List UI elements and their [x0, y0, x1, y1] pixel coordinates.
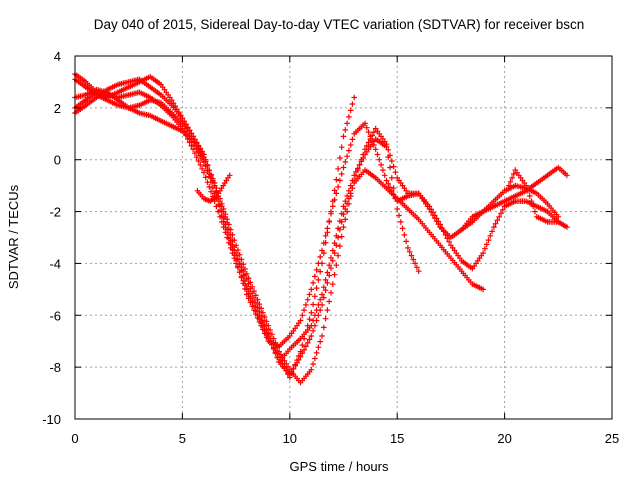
x-tick-label: 25	[605, 431, 619, 446]
series-points	[72, 89, 486, 378]
series-track-2	[72, 89, 486, 378]
series-points	[458, 164, 570, 233]
series-track-5	[72, 86, 357, 381]
series-points	[72, 76, 562, 386]
x-tick-label: 5	[179, 431, 186, 446]
y-tick-label: -4	[49, 256, 61, 271]
series-track-3	[72, 76, 562, 386]
series-track-8	[506, 167, 570, 230]
data-series	[72, 71, 570, 386]
x-axis-label: GPS time / hours	[290, 459, 389, 474]
series-track-7	[458, 164, 570, 233]
plot-frame	[74, 55, 613, 420]
y-tick-label: 0	[54, 153, 61, 168]
x-tick-label: 20	[497, 431, 511, 446]
y-tick-label: -10	[42, 412, 61, 427]
grid	[75, 56, 612, 419]
series-points	[72, 71, 422, 365]
x-tick-label: 0	[71, 431, 78, 446]
x-tick-label: 10	[283, 431, 297, 446]
y-axis-label: SDTVAR / TECUs	[6, 184, 21, 289]
series-track-6	[194, 172, 233, 204]
series-points	[194, 172, 233, 204]
y-tick-label: -6	[49, 308, 61, 323]
y-tick-label: -2	[49, 205, 61, 220]
series-points	[72, 86, 357, 381]
series-points	[506, 167, 570, 230]
chart-title: Day 040 of 2015, Sidereal Day-to-day VTE…	[94, 17, 584, 32]
y-tick-label: -8	[49, 360, 61, 375]
x-tick-label: 15	[390, 431, 404, 446]
y-tick-label: 2	[54, 101, 61, 116]
axis-ticks: 0 5 10 15 20 25 -10 -8 -6 -4 -2 0 2 4	[42, 49, 619, 446]
series-track-1	[72, 71, 422, 365]
y-tick-label: 4	[54, 49, 61, 64]
